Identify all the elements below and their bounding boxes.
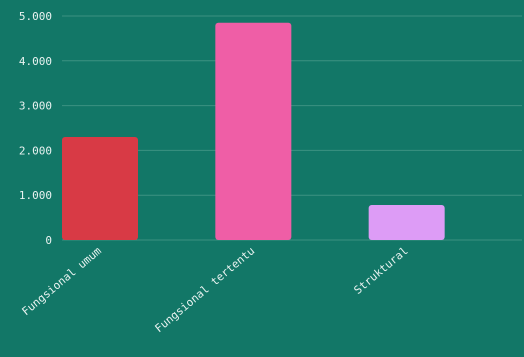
grid-lines (62, 15, 522, 241)
y-tick-label: 3.000 (19, 100, 52, 113)
y-axis-tick-labels: 0 1.000 2.000 3.000 4.000 5.000 (19, 10, 52, 247)
bar-struktural (368, 205, 445, 240)
x-category-label-fungsional-tertentu: Fungsional tertentu (153, 244, 258, 335)
y-tick-label: 4.000 (19, 55, 52, 68)
bars (62, 22, 445, 240)
x-category-label-struktural: Struktural (352, 244, 411, 297)
y-tick-label: 1.000 (19, 189, 52, 202)
bar-fungsional-tertentu (215, 22, 292, 240)
y-tick-label: 2.000 (19, 144, 52, 157)
bar-fungsional-umum (62, 136, 138, 240)
y-tick-label: 5.000 (19, 10, 52, 23)
x-category-label-fungsional-umum: Fungsional umum (19, 244, 104, 318)
x-axis-category-labels: Fungsional umum Fungsional tertentu Strukt… (19, 244, 410, 335)
y-tick-label: 0 (45, 234, 52, 247)
